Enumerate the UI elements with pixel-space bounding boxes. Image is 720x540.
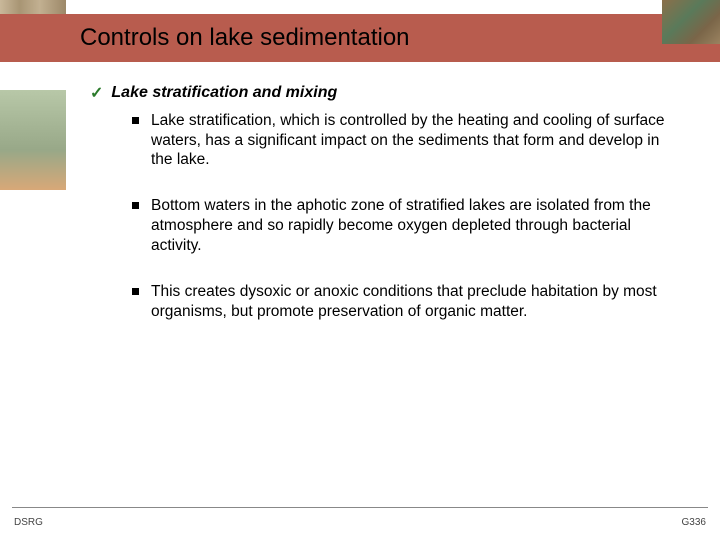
list-item: Bottom waters in the aphotic zone of str… — [132, 196, 680, 255]
square-bullet-icon — [132, 202, 139, 209]
footer-divider — [12, 507, 708, 508]
footer-right-text: G336 — [682, 517, 706, 528]
decorative-image-top-right — [662, 0, 720, 44]
title-bar: Controls on lake sedimentation — [0, 14, 720, 62]
check-icon: ✓ — [90, 84, 103, 105]
content-area: ✓ Lake stratification and mixing Lake st… — [90, 84, 680, 347]
square-bullet-icon — [132, 288, 139, 295]
list-item: Lake stratification, which is controlled… — [132, 111, 680, 170]
section-heading-row: ✓ Lake stratification and mixing — [90, 84, 680, 105]
list-item: This creates dysoxic or anoxic condition… — [132, 282, 680, 322]
slide-title: Controls on lake sedimentation — [80, 24, 410, 52]
bullet-text: Bottom waters in the aphotic zone of str… — [151, 196, 680, 255]
bullet-text: Lake stratification, which is controlled… — [151, 111, 680, 170]
bullet-list: Lake stratification, which is controlled… — [132, 111, 680, 322]
square-bullet-icon — [132, 117, 139, 124]
bullet-text: This creates dysoxic or anoxic condition… — [151, 282, 680, 322]
section-heading: Lake stratification and mixing — [111, 84, 337, 102]
footer-left-text: DSRG — [14, 517, 43, 528]
decorative-image-side — [0, 90, 66, 190]
